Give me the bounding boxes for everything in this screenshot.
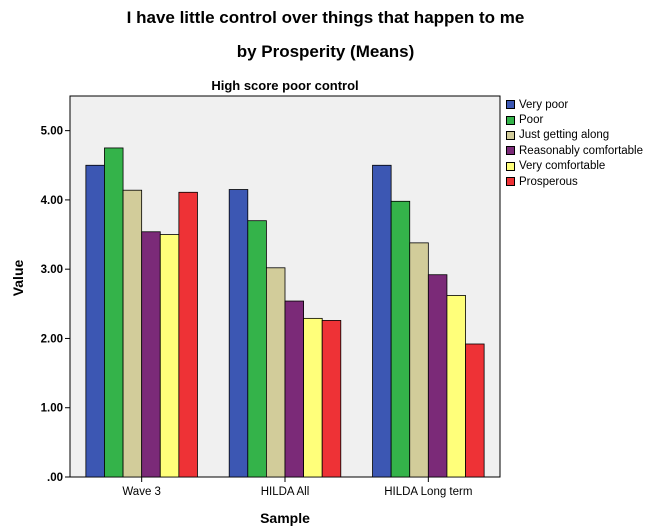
bar <box>85 164 105 478</box>
legend-label: Just getting along <box>519 129 610 142</box>
legend-swatch <box>506 100 515 110</box>
chart-title: I have little control over things that h… <box>126 8 525 27</box>
bar <box>465 343 485 478</box>
bar <box>159 234 180 478</box>
legend-swatch <box>506 177 515 187</box>
y-tick-label: .00 <box>47 472 63 484</box>
bar <box>284 300 305 478</box>
legend: Very poor Poor Just getting along Reasonabl… <box>506 97 643 189</box>
x-tick-label: Wave 3 <box>122 486 161 498</box>
y-tick-label: 1.00 <box>41 403 63 415</box>
y-tick-label: 3.00 <box>41 264 63 276</box>
legend-label: Reasonably comfortable <box>519 144 644 157</box>
bar <box>104 147 124 478</box>
bar <box>409 242 429 478</box>
bar <box>228 189 249 478</box>
x-tick-label: HILDA All <box>261 486 310 498</box>
legend-item: Very comfortable <box>506 159 643 174</box>
y-tick-label: 5.00 <box>41 126 63 138</box>
legend-item: Poor <box>506 112 643 127</box>
legend-label: Poor <box>519 114 544 127</box>
legend-item: Just getting along <box>506 128 643 143</box>
bar <box>446 295 466 478</box>
legend-label: Very comfortable <box>519 160 606 173</box>
legend-item: Prosperous <box>506 174 643 189</box>
bar <box>321 320 342 478</box>
bar <box>178 191 198 478</box>
chart-subtitle: by Prosperity (Means) <box>236 42 415 61</box>
legend-swatch <box>506 161 515 171</box>
bar <box>247 220 267 478</box>
bar <box>122 189 143 478</box>
y-axis-label: Value <box>10 259 26 297</box>
bar <box>303 317 323 478</box>
y-tick-label: 2.00 <box>41 333 63 345</box>
x-tick-label: HILDA Long term <box>384 486 472 498</box>
legend-label: Prosperous <box>519 175 578 188</box>
bar <box>265 267 286 478</box>
y-tick-label: 4.00 <box>41 195 63 207</box>
legend-swatch <box>506 115 515 125</box>
bar <box>141 231 161 478</box>
x-axis-label: Sample <box>260 510 310 526</box>
bar <box>427 274 448 478</box>
legend-swatch <box>506 146 515 156</box>
legend-item: Very poor <box>506 97 643 112</box>
legend-label: Very poor <box>519 98 569 111</box>
legend-swatch <box>506 130 515 140</box>
bar <box>390 200 411 478</box>
legend-item: Reasonably comfortable <box>506 143 643 158</box>
plot-title: High score poor control <box>211 78 359 93</box>
bar <box>372 164 392 478</box>
